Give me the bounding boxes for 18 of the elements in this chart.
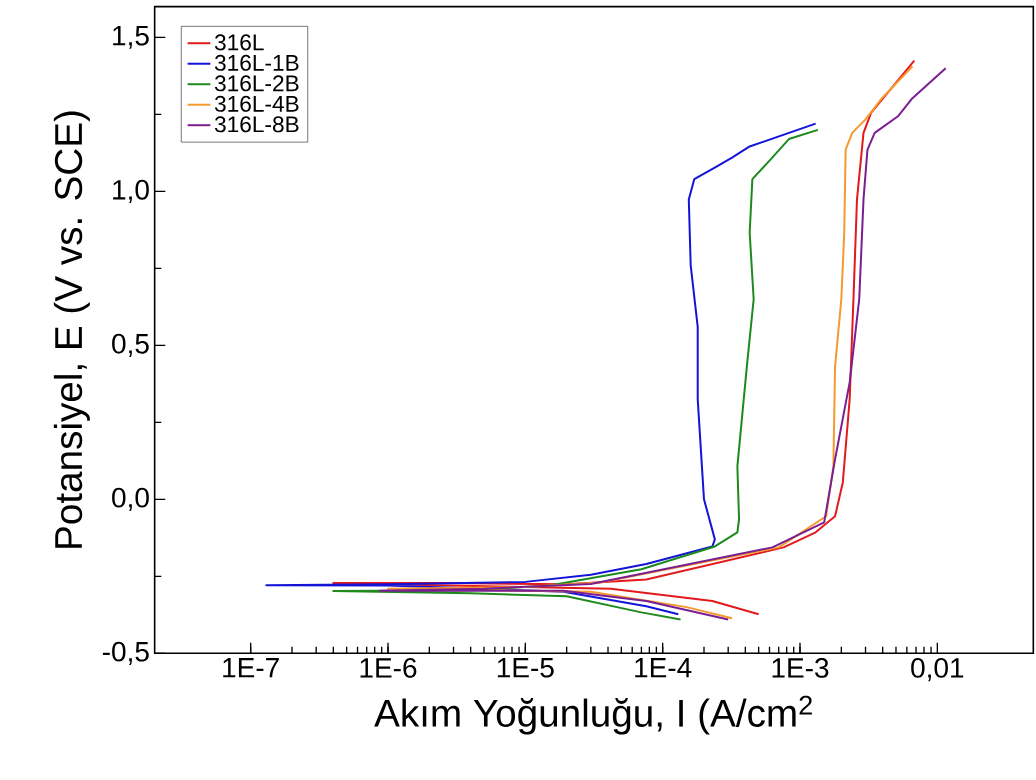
y-tick-label: 1,5 [113, 26, 149, 49]
legend-label: 316L-8B [214, 116, 299, 133]
x-axis-title: Akım Yoğunluğu, I (A/cm$^{2}$ [374, 695, 812, 735]
y-tick-label: -0,5 [102, 641, 149, 665]
legend-label: 316L-4B [214, 95, 299, 112]
legend-label: 316L-1B [214, 54, 299, 71]
legend-label: 316L [214, 34, 264, 51]
y-axis-title: Potansiyel, E (V vs. SCE) [53, 111, 90, 548]
x-tick-label: 1E-6 [360, 658, 417, 678]
y-tick-label: 0,5 [112, 333, 149, 357]
y-tick-label: 1,0 [113, 179, 149, 203]
x-tick-label: 1E-3 [772, 658, 829, 678]
x-tick-label: 1E-5 [497, 658, 554, 678]
x-tick-label: 1E-4 [635, 658, 692, 678]
y-tick-label: 0,0 [112, 487, 149, 511]
x-tick-label: 1E-7 [223, 658, 279, 678]
legend-label: 316L-2B [214, 75, 299, 92]
x-tick-label: 0,01 [911, 658, 964, 682]
